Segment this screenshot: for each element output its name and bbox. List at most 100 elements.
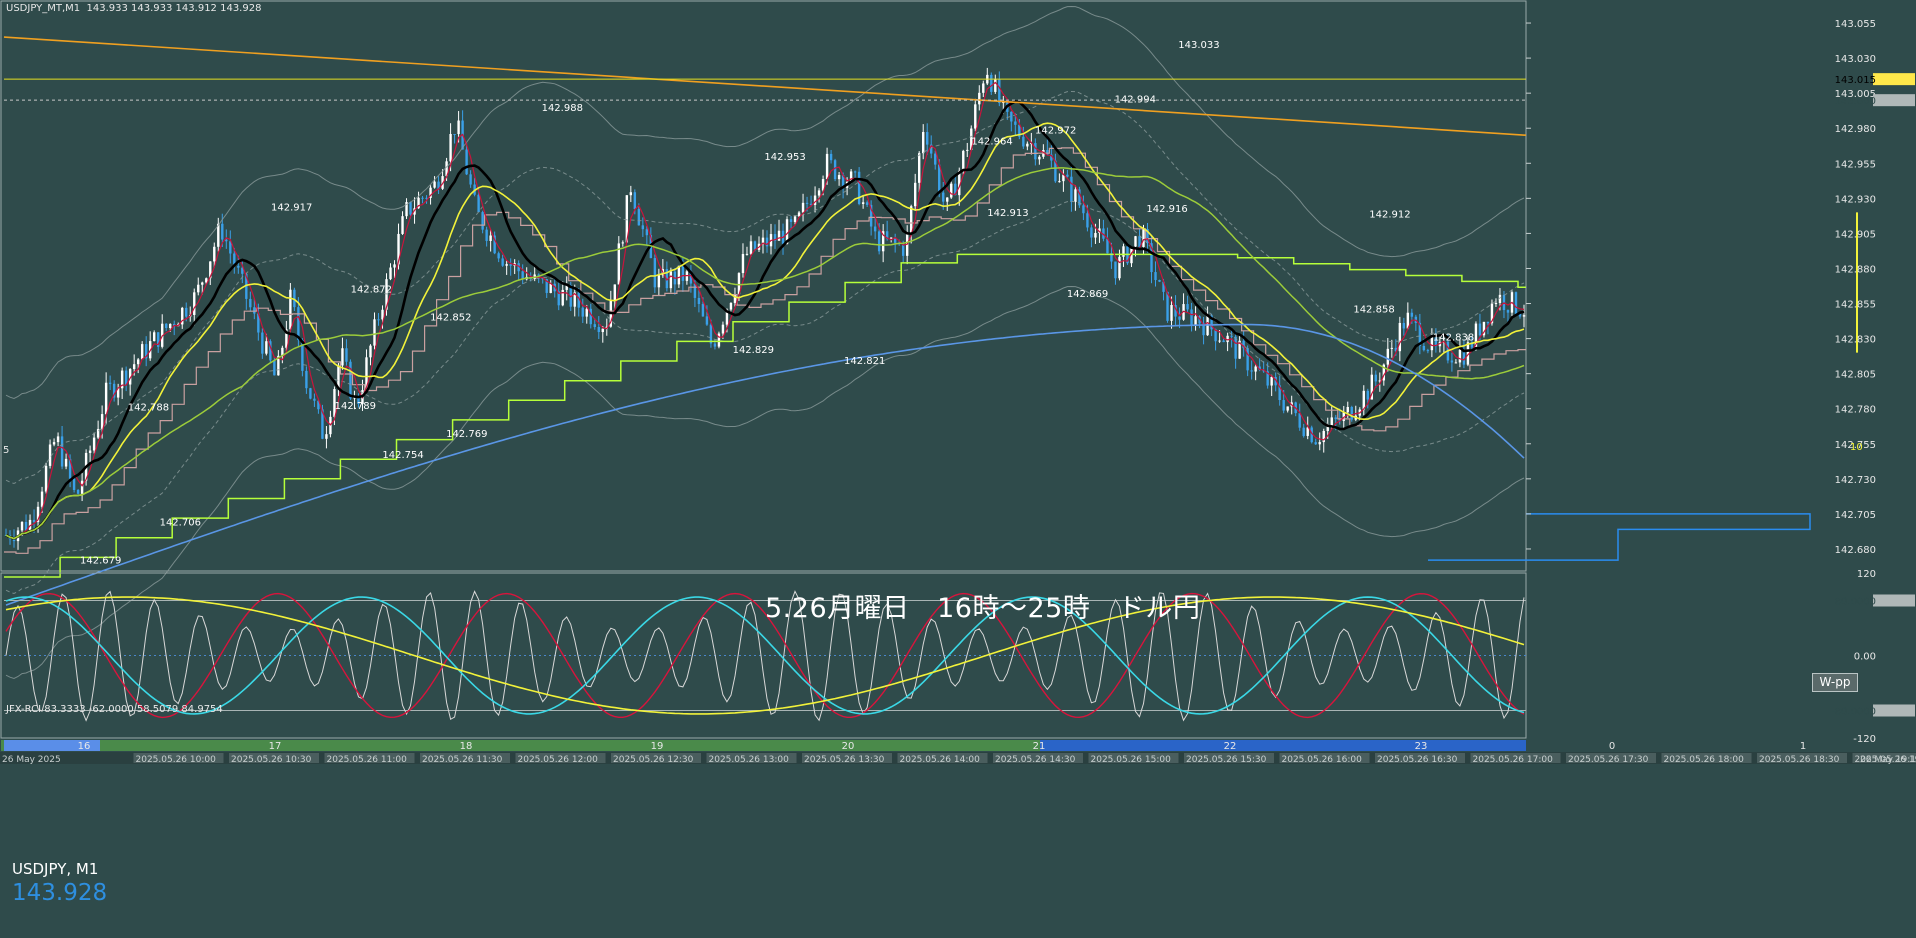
candle-body bbox=[565, 285, 568, 290]
upper-band bbox=[5, 5, 1525, 400]
candle-body bbox=[489, 235, 492, 241]
candle-body bbox=[517, 263, 520, 272]
date-label-bg bbox=[324, 753, 415, 763]
candle-body bbox=[861, 202, 865, 204]
candle-body bbox=[1230, 335, 1233, 337]
candle-body bbox=[773, 234, 777, 241]
rci-tick-label: -120 bbox=[1853, 734, 1876, 745]
candle-body bbox=[1038, 156, 1041, 160]
candle-body bbox=[337, 365, 340, 390]
candle-body bbox=[469, 174, 472, 185]
price-annotation: 142.858 bbox=[1353, 304, 1394, 315]
session-bar-green bbox=[1, 740, 1526, 751]
date-label: 2025.05.26 10:30 bbox=[231, 755, 312, 765]
candle-body bbox=[1090, 227, 1093, 238]
candle-body bbox=[1234, 336, 1237, 359]
candle-body bbox=[797, 212, 801, 217]
candle-body bbox=[994, 79, 997, 92]
candle-body bbox=[657, 275, 661, 288]
candle-body bbox=[1186, 304, 1189, 310]
candle-body bbox=[877, 231, 881, 252]
price-annotation: 142.706 bbox=[160, 517, 201, 528]
candle-body bbox=[1306, 427, 1309, 436]
candle-body bbox=[946, 197, 949, 202]
date-label-bg bbox=[1757, 753, 1847, 763]
candle-body bbox=[493, 235, 496, 254]
candle-body bbox=[589, 308, 592, 325]
candle-body bbox=[805, 202, 809, 204]
candle-body bbox=[140, 344, 144, 360]
right-level-label: 10 bbox=[1850, 442, 1863, 453]
candle-body bbox=[741, 253, 745, 274]
candle-body bbox=[1402, 322, 1406, 329]
ma-black bbox=[5, 100, 1525, 540]
date-label: 2025.05.26 19:00 bbox=[1855, 755, 1916, 765]
date-label-bg bbox=[1279, 753, 1370, 763]
price-annotation: 142.679 bbox=[80, 555, 121, 566]
candle-body bbox=[501, 258, 504, 266]
candle-body bbox=[918, 153, 921, 183]
candle-body bbox=[962, 150, 965, 171]
candle-body bbox=[373, 319, 376, 346]
price-tick-label: 142.755 bbox=[1835, 440, 1876, 451]
candle-body bbox=[1178, 316, 1181, 320]
price-tick-label: 142.955 bbox=[1835, 159, 1876, 170]
main-pane-frame bbox=[0, 0, 1527, 572]
candle-body bbox=[1378, 380, 1382, 382]
candle-body bbox=[1018, 124, 1021, 137]
lower-band bbox=[5, 200, 1525, 595]
candle-body bbox=[297, 307, 300, 341]
candle-body bbox=[1318, 442, 1321, 445]
hour-label: 1 bbox=[1800, 741, 1806, 752]
candle-body bbox=[653, 258, 657, 288]
candle-body bbox=[345, 348, 348, 362]
hour-label: 21 bbox=[1033, 741, 1046, 752]
candle-body bbox=[1314, 442, 1317, 445]
candle-body bbox=[970, 128, 973, 150]
candle-body bbox=[853, 171, 857, 173]
candle-body bbox=[128, 369, 132, 385]
candle-body bbox=[169, 323, 172, 329]
candle-body bbox=[825, 153, 829, 180]
candle-body bbox=[1490, 303, 1494, 324]
candle-body bbox=[305, 370, 308, 389]
wpp-button[interactable]: W-pp bbox=[1812, 673, 1858, 692]
price-annotation: 143.033 bbox=[1178, 40, 1219, 51]
candle-body bbox=[425, 197, 428, 199]
candle-body bbox=[885, 231, 889, 239]
candle-body bbox=[1022, 136, 1025, 147]
candle-body bbox=[377, 319, 380, 321]
candle-body bbox=[749, 241, 753, 254]
date-label-bg bbox=[611, 753, 701, 763]
candle-body bbox=[1250, 370, 1253, 372]
candle-body bbox=[1426, 350, 1430, 352]
time-axis: 16 17 18 19 20 21 22 23 0 1 26 May 2025 2025.05.26 … bbox=[0, 740, 1916, 765]
candle-body bbox=[116, 388, 120, 398]
candle-body bbox=[1362, 390, 1365, 410]
price-tick-label: 142.980 bbox=[1835, 124, 1876, 135]
price-annotation: 142.788 bbox=[128, 402, 169, 413]
candle-body bbox=[217, 223, 220, 247]
date-label: 2025.05.26 11:30 bbox=[422, 755, 503, 765]
candle-body bbox=[1134, 236, 1137, 247]
candle-body bbox=[257, 313, 260, 333]
rci-indicator-title: JFX-RCI 83.3333 -62.0000 58.5079 84.9754 bbox=[6, 704, 223, 715]
hour-label: 19 bbox=[651, 741, 664, 752]
candle-body bbox=[942, 192, 945, 202]
candle-body bbox=[1498, 294, 1502, 304]
date-label: 26 May 19:11 bbox=[1860, 755, 1916, 765]
candle-body bbox=[52, 442, 56, 445]
candle-body bbox=[873, 226, 877, 232]
session-bar-blue bbox=[1040, 740, 1526, 751]
candle-body bbox=[112, 383, 116, 398]
candle-body bbox=[725, 309, 729, 325]
candle-body bbox=[465, 149, 468, 175]
candle-body bbox=[181, 307, 184, 325]
hour-label: 22 bbox=[1224, 741, 1237, 752]
candle-body bbox=[1382, 364, 1386, 381]
candle-body bbox=[677, 265, 681, 285]
price-annotation: 142.917 bbox=[271, 203, 312, 214]
candle-body bbox=[1334, 417, 1337, 420]
candle-body bbox=[1026, 143, 1029, 147]
